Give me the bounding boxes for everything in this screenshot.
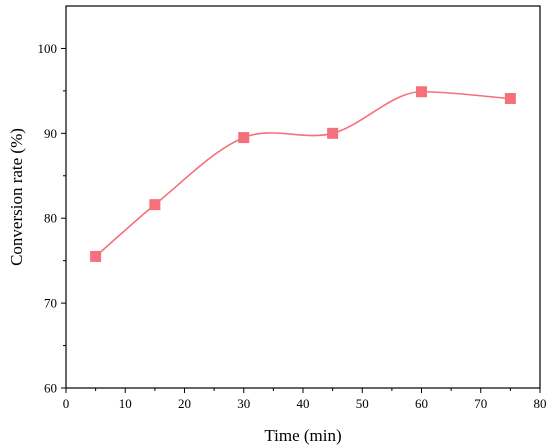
x-tick-label: 80 — [534, 396, 547, 411]
data-point-marker — [504, 93, 516, 105]
y-tick-label: 90 — [44, 126, 57, 141]
data-point-marker — [238, 132, 250, 144]
x-tick-label: 0 — [63, 396, 70, 411]
x-axis-ticks: 0 10 20 30 40 50 60 70 80 — [63, 388, 547, 411]
y-tick-label: 70 — [44, 296, 57, 311]
data-point-marker — [149, 199, 161, 211]
x-tick-label: 60 — [415, 396, 428, 411]
plot-frame — [65, 5, 541, 389]
data-point-marker — [90, 250, 102, 262]
x-tick-label: 10 — [119, 396, 132, 411]
x-tick-label: 50 — [356, 396, 369, 411]
x-axis-title: Time (min) — [264, 426, 341, 445]
x-tick-label: 20 — [178, 396, 191, 411]
series-markers — [90, 86, 516, 262]
y-tick-label: 60 — [44, 381, 57, 396]
series-line — [95, 90, 511, 258]
y-axis-ticks: 60 70 80 90 100 — [38, 41, 66, 396]
y-axis-title: Conversion rate (%) — [7, 128, 26, 266]
data-point-marker — [416, 86, 427, 98]
y-tick-label: 100 — [38, 41, 58, 56]
x-tick-label: 70 — [474, 396, 487, 411]
x-tick-label: 40 — [297, 396, 310, 411]
x-tick-label: 30 — [237, 396, 250, 411]
y-tick-label: 80 — [44, 211, 57, 226]
data-point-marker — [327, 127, 339, 139]
